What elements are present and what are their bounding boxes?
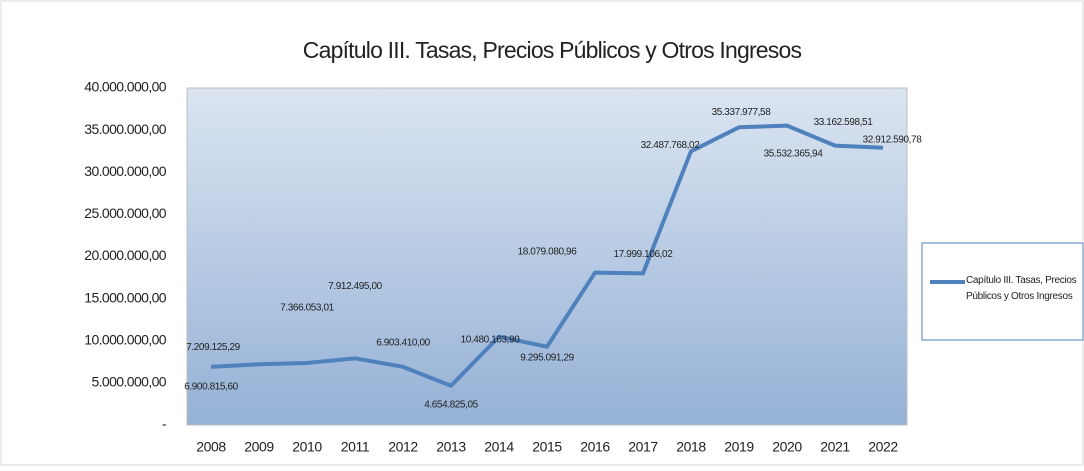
data-label: 7.912.495,00 <box>328 281 382 292</box>
legend <box>921 242 1084 341</box>
data-label: 4.654.825,05 <box>424 399 478 410</box>
y-tick-label: 5.000.000,00 <box>91 374 166 390</box>
x-tick-label: 2016 <box>580 439 610 455</box>
y-tick-label: 30.000.000,00 <box>84 163 167 179</box>
data-label: 33.162.598,51 <box>814 117 874 128</box>
x-tick-label: 2014 <box>484 439 514 455</box>
data-label: 35.337.977,58 <box>712 107 772 118</box>
y-tick-label: - <box>162 416 167 432</box>
x-tick-label: 2010 <box>292 439 322 455</box>
x-tick-label: 2012 <box>388 439 418 455</box>
data-label: 7.366.053,01 <box>280 303 334 314</box>
x-tick-label: 2020 <box>772 439 802 455</box>
x-tick-label: 2013 <box>436 439 466 455</box>
y-tick-label: 20.000.000,00 <box>84 247 167 263</box>
x-tick-label: 2011 <box>341 439 370 455</box>
data-label: 6.900.815,60 <box>184 382 238 393</box>
y-tick-label: 15.000.000,00 <box>84 289 167 305</box>
x-tick-label: 2021 <box>820 439 850 455</box>
plot-area <box>186 87 908 426</box>
data-line <box>210 123 884 388</box>
x-tick-label: 2015 <box>532 439 562 455</box>
data-label: 17.999.106,02 <box>614 249 674 260</box>
data-label: 35.532.365,94 <box>764 148 824 159</box>
x-tick-label: 2008 <box>196 439 226 455</box>
legend-label-box: Capítulo III. Tasas, Precios Públicos y … <box>966 275 1077 302</box>
chart-title: Capítulo III. Tasas, Precios Públicos y … <box>303 37 802 63</box>
y-tick-label: 40.000.000,00 <box>84 79 167 95</box>
y-tick-label: 10.000.000,00 <box>84 331 167 347</box>
data-label: 10.480.163,90 <box>461 334 521 345</box>
y-tick-label: 25.000.000,00 <box>84 205 167 221</box>
data-label: 9.295.091,29 <box>520 352 574 363</box>
data-label: 32.487.768,02 <box>641 140 701 151</box>
x-tick-label: 2018 <box>676 439 706 455</box>
legend-label: Capítulo III. Tasas, Precios Públicos y … <box>966 275 1077 302</box>
data-label: 6.903.410,00 <box>376 337 430 348</box>
data-label: 7.209.125,29 <box>186 342 240 353</box>
y-tick-label: 35.000.000,00 <box>84 121 167 137</box>
data-label: 18.079.080,96 <box>518 246 578 257</box>
x-tick-label: 2022 <box>868 439 898 455</box>
x-tick-label: 2019 <box>724 439 754 455</box>
x-tick-label: 2009 <box>244 439 274 455</box>
x-tick-label: 2017 <box>628 439 658 455</box>
data-label: 32.912.590,78 <box>863 134 923 145</box>
